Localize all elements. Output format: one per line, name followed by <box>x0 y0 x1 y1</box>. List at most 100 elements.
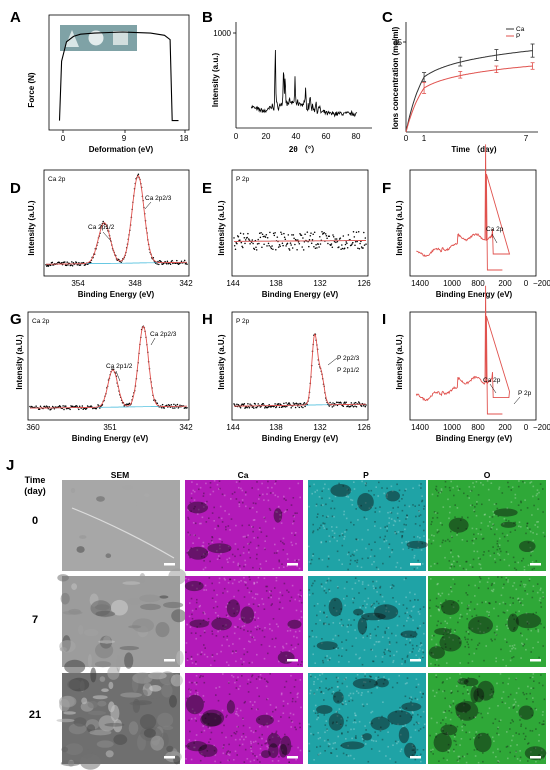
panel-label-d: D <box>10 180 21 197</box>
panel-label-c: C <box>382 9 393 26</box>
scale-bar <box>287 659 298 662</box>
tile-o-day7 <box>428 576 546 667</box>
panel-label-g: G <box>10 311 22 328</box>
panel-e-ylabel: Intensity (a.U.) <box>217 200 226 255</box>
tick-g-342: 342 <box>179 423 193 432</box>
xpsD-fit <box>46 175 187 265</box>
grid-header-time: Time <box>25 475 46 485</box>
tick-c-1: 1 <box>422 134 427 143</box>
panel-label-a: A <box>10 9 21 26</box>
tick-f-1000: 1000 <box>443 279 461 288</box>
tick-b-20: 20 <box>262 132 271 141</box>
ann-g-ca2p12: Ca 2p1/2 <box>106 363 133 370</box>
scale-bar <box>530 563 541 566</box>
panel-c-error-bars <box>422 43 535 94</box>
tick-c-45: 45 <box>393 38 402 47</box>
inset-disk <box>88 30 104 46</box>
panel-b-ylabel: Intensity (a.u.) <box>211 53 220 108</box>
tick-a-0: 0 <box>61 134 66 143</box>
tick-e-132: 132 <box>313 279 327 288</box>
ann-h-p2p12: P 2p1/2 <box>337 367 360 374</box>
panel-g-ylabel: Intensity (a.U.) <box>15 334 24 389</box>
panel-label-b: B <box>202 9 213 26</box>
panel-i-xlabel: Binding Energy (eV) <box>436 434 513 443</box>
panel-h-spectrum <box>233 333 367 409</box>
panel-h: H Intensity (a.U.) P 2p P 2p2/3 P 2p1/2 … <box>202 311 371 443</box>
scale-bar <box>410 563 421 566</box>
tick-h-132: 132 <box>313 423 327 432</box>
tile-sem-day21 <box>56 666 183 770</box>
tick-i-m200: −200 <box>533 423 550 432</box>
tick-i-800: 800 <box>471 423 485 432</box>
panel-c-ylabel: Ions concentration (mg/ml) <box>391 26 400 129</box>
tick-b-0: 0 <box>234 132 239 141</box>
tick-b-40: 40 <box>292 132 301 141</box>
scale-bar <box>164 563 175 566</box>
tick-i-1400: 1400 <box>411 423 429 432</box>
tick-d-348: 348 <box>128 279 142 288</box>
tick-f-1400: 1400 <box>411 279 429 288</box>
panel-b-xrd-curve <box>250 49 358 118</box>
panel-label-f: F <box>382 180 391 197</box>
tick-e-126: 126 <box>357 279 371 288</box>
scale-bar <box>530 659 541 662</box>
xpsH-fit <box>233 333 366 407</box>
scale-bar <box>287 756 298 759</box>
inset-triangle <box>65 30 79 47</box>
panel-g-xlabel: Binding Energy (eV) <box>72 434 149 443</box>
panel-h-xlabel: Binding Energy (eV) <box>262 434 339 443</box>
panel-e-spectrum <box>233 230 367 251</box>
panel-d-spectrum <box>45 173 188 267</box>
tick-c-7: 7 <box>524 134 529 143</box>
tile-sem-day0 <box>62 480 180 571</box>
panel-label-j: J <box>6 457 14 474</box>
tick-i-1000: 1000 <box>443 423 461 432</box>
ann-d-ca2p12: Ca 2p1/2 <box>88 224 115 231</box>
panel-i: I Intensity (a.U.) Ca 2p P 2p 1400 1000 … <box>382 285 550 443</box>
tick-f-0: 0 <box>524 279 529 288</box>
tile-ca-day0 <box>185 480 303 571</box>
tick-g-351: 351 <box>103 423 117 432</box>
panel-a: A Force (N) 0 9 18 Deformation (eV) <box>10 9 190 154</box>
scale-bar <box>164 756 175 759</box>
panel-g-title: Ca 2p <box>32 318 50 325</box>
ann-f-ca2p: Ca 2p <box>486 226 504 233</box>
grid-col-o: O <box>484 470 491 480</box>
panel-a-frame <box>48 14 190 131</box>
panel-f-xlabel: Binding Energy (eV) <box>436 290 513 299</box>
grid-header-unit: (day) <box>24 486 46 496</box>
tick-d-354: 354 <box>71 279 85 288</box>
tick-a-18: 18 <box>180 134 189 143</box>
tick-h-126: 126 <box>357 423 371 432</box>
tile-p-day7 <box>308 576 426 667</box>
panel-f-ylabel: Intensity (a.U.) <box>395 200 404 255</box>
panel-f: F Intensity (a.U.) Ca 2p 1400 1000 800 2… <box>382 144 550 299</box>
legend-p: P <box>516 33 520 40</box>
tick-i-0: 0 <box>524 423 529 432</box>
panel-g: G Intensity (a.U.) Ca 2p Ca 2p1/2 Ca 2p2… <box>10 311 193 443</box>
tick-d-342: 342 <box>179 279 193 288</box>
tile-o-day21 <box>428 673 547 764</box>
panel-e-xlabel: Binding Energy (eV) <box>262 290 339 299</box>
panel-label-e: E <box>202 180 212 197</box>
tick-e-144: 144 <box>226 279 240 288</box>
panel-b: B Intensity (a.u.) 1000 0 20 40 60 80 2θ… <box>202 9 372 154</box>
panel-e-title: P 2p <box>236 176 250 183</box>
panel-label-i: I <box>382 311 386 328</box>
tile-p-day0 <box>308 480 428 571</box>
tick-f-800: 800 <box>471 279 485 288</box>
tick-g-360: 360 <box>26 423 40 432</box>
ann-d-ca2p23: Ca 2p2/3 <box>145 195 172 202</box>
panel-label-h: H <box>202 311 213 328</box>
scale-bar <box>410 659 421 662</box>
panel-i-ylabel: Intensity (a.U.) <box>395 334 404 389</box>
inset-square <box>113 31 128 45</box>
grid-row-21: 21 <box>29 709 41 721</box>
tile-ca-day21 <box>185 673 303 764</box>
panel-j: J Time (day) SEM Ca P O 0 7 21 <box>6 457 547 770</box>
xpsE-fit <box>234 240 366 242</box>
panel-c: C Ions concentration (mg/ml) 45 0 1 7 Ca… <box>382 9 538 154</box>
micrograph-grid <box>56 480 547 770</box>
grid-col-ca: Ca <box>238 470 249 480</box>
tick-f-200: 200 <box>498 279 512 288</box>
